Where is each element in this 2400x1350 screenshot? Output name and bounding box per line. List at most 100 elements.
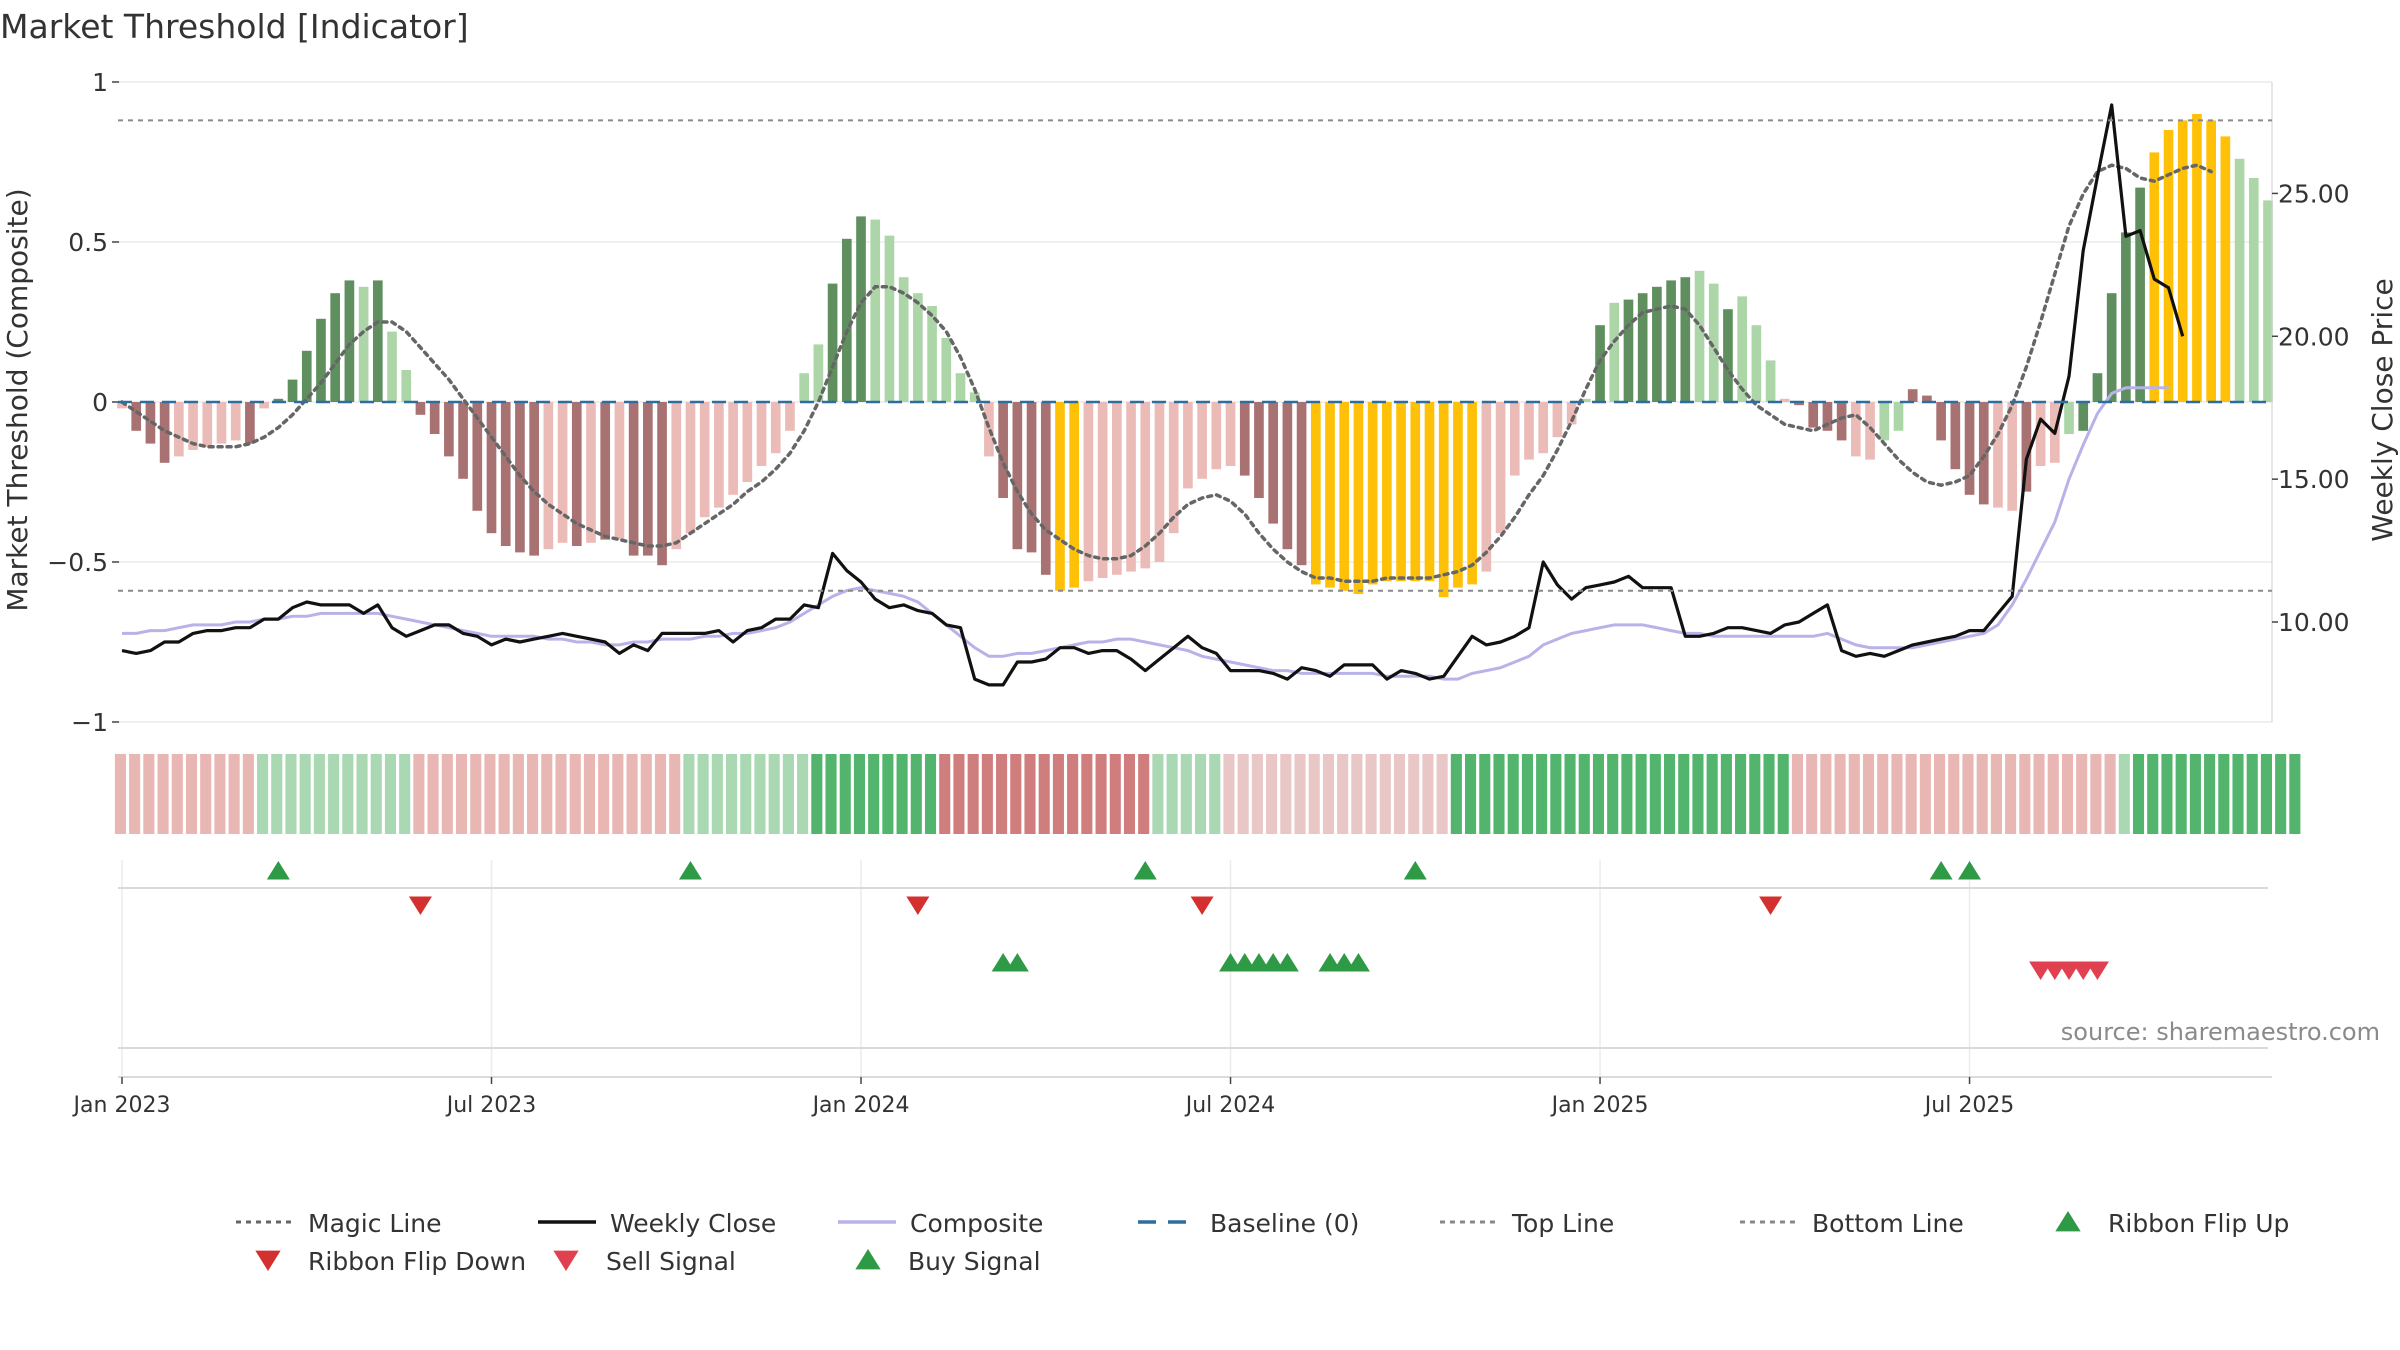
composite-bar (799, 373, 810, 402)
composite-bar (1538, 402, 1549, 454)
composite-bar (770, 402, 781, 454)
composite-bar (1723, 309, 1733, 402)
legend-item: Top Line (1440, 1209, 1614, 1238)
composite-bar (330, 293, 341, 402)
legend-label: Bottom Line (1812, 1209, 1964, 1238)
ribbon-cell (1095, 754, 1107, 834)
composite-bar (117, 402, 127, 409)
ribbon-cell (1379, 754, 1391, 834)
ribbon-cell (2005, 754, 2017, 834)
buy-signal-marker (1275, 953, 1299, 972)
composite-bar (1481, 402, 1492, 572)
ribbon-cell (583, 754, 595, 834)
ribbon-cell (271, 754, 283, 834)
ribbon-cell (1152, 754, 1164, 834)
legend-item: Buy Signal (855, 1247, 1041, 1276)
composite-bar (1282, 402, 1293, 550)
ribbon-flip-up-marker (1403, 861, 1427, 880)
ribbon-cell (683, 754, 695, 834)
ribbon-cell (2132, 754, 2145, 834)
composite-bar (500, 402, 511, 546)
composite-bar (159, 402, 170, 463)
ribbon-cell (2246, 754, 2258, 834)
ribbon-cell (1010, 754, 1022, 834)
buy-signal-marker (1346, 953, 1370, 972)
composite-bar (1040, 402, 1051, 575)
ribbon-cell (342, 754, 354, 834)
ribbon-cell (1493, 754, 1505, 834)
composite-bar (174, 402, 184, 457)
ribbon-cell (285, 754, 297, 834)
indicator-lines (120, 103, 2213, 687)
ribbon-flip-up-marker (266, 861, 290, 880)
ribbon-cell (1536, 754, 1548, 834)
ribbon-flip-down-marker (1759, 896, 1783, 915)
composite-bar (543, 402, 554, 550)
ribbon-cell (811, 754, 823, 834)
ribbon-cell (242, 754, 254, 834)
composite-bar (1936, 402, 1946, 441)
ribbon-cell (1422, 754, 1434, 834)
composite-bar (614, 402, 625, 540)
ribbon-cell (626, 754, 638, 834)
right-tick-label: 10.00 (2278, 608, 2350, 637)
composite-bar (969, 392, 980, 402)
ribbon-cell (1393, 754, 1406, 834)
ribbon-flip-up-marker (1958, 861, 1982, 880)
sell-signal-marker (2085, 961, 2109, 980)
legend-item: Composite (838, 1209, 1043, 1238)
composite-bar (1836, 402, 1847, 441)
composite-bar (955, 373, 966, 402)
ribbon-cell (967, 754, 979, 834)
legend-item: Magic Line (236, 1209, 442, 1238)
ribbon-cell (1891, 754, 1903, 834)
composite-bar (1950, 402, 1961, 470)
ribbon-cell (129, 754, 141, 834)
legend-label: Magic Line (308, 1209, 442, 1238)
ribbon-cell (228, 754, 240, 834)
composite-bar (1851, 402, 1861, 457)
composite-bar (1140, 402, 1151, 569)
ribbon-cell (654, 754, 667, 834)
ribbon-cell (2189, 754, 2201, 834)
composite-bar (884, 235, 895, 402)
composite-bar (2064, 402, 2074, 434)
ribbon-cell (1592, 754, 1605, 834)
composite-bar (699, 402, 710, 518)
legend-item: Weekly Close (538, 1209, 776, 1238)
composite-bar (1083, 402, 1094, 582)
ribbon-cell (797, 754, 809, 834)
composite-bar (1339, 402, 1350, 591)
ribbon-cell (1521, 754, 1533, 834)
composite-bar (1765, 360, 1776, 402)
composite-bar (1183, 402, 1193, 489)
ribbon-cell (1976, 754, 1988, 834)
composite-bar (1637, 293, 1648, 402)
composite-bar (2220, 136, 2231, 402)
composite-bar (344, 280, 355, 402)
x-tick-label: Jan 2023 (72, 1093, 171, 1118)
legend-label: Composite (910, 1209, 1043, 1238)
left-tick-label: 0 (92, 388, 108, 417)
composite-bar (841, 238, 852, 402)
composite-bars (117, 114, 2273, 598)
ribbon-cell (598, 754, 610, 834)
ribbon-cell (370, 754, 382, 834)
ribbon-cell (1564, 754, 1576, 834)
weekly-close-line (121, 103, 2185, 687)
ribbon-cell (1237, 754, 1249, 834)
ribbon-cell (1223, 754, 1235, 834)
ribbon-cell (1749, 754, 1761, 834)
ribbon-cell (1948, 754, 1960, 834)
ribbon-cell (1607, 754, 1619, 834)
legend: Magic Line Weekly Close Composite Baseline … (236, 1209, 2289, 1276)
ribbon-cell (910, 754, 922, 834)
composite-bar (1552, 402, 1563, 438)
ribbon-cell (1450, 754, 1462, 834)
composite-bar (1112, 402, 1122, 575)
composite-bar (785, 402, 795, 431)
ribbon-cell (882, 754, 894, 834)
ribbon-cell (185, 754, 198, 834)
ribbon-cell (157, 754, 169, 834)
ribbon-cell (2289, 754, 2301, 834)
